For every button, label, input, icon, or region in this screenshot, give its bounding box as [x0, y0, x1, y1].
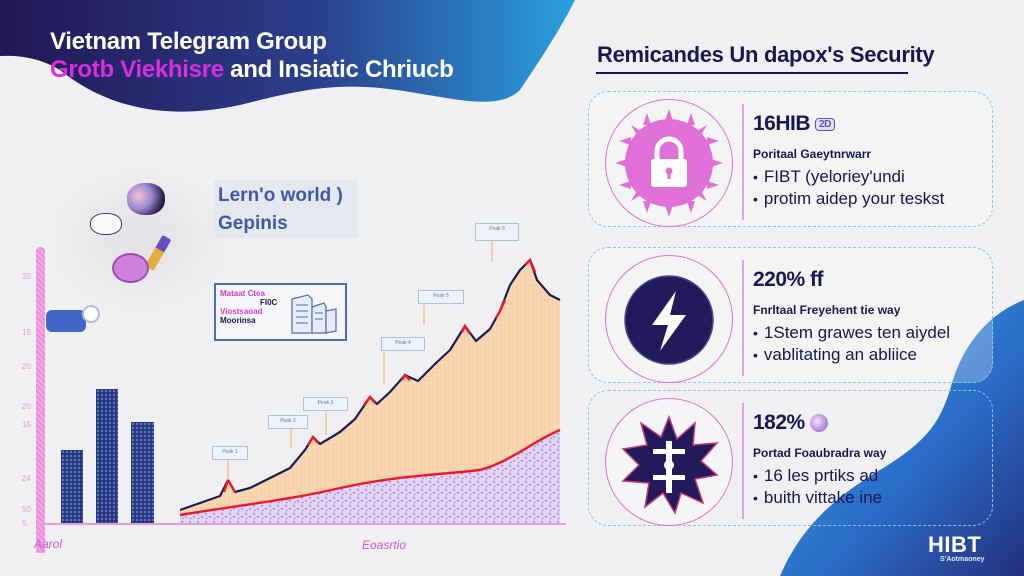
speech-bubble-icon [90, 213, 122, 235]
bar-2 [96, 389, 118, 523]
card-bullet: vablitating an abliice [753, 344, 950, 366]
y-tick: 5 [22, 519, 27, 528]
y-tick: 24 [22, 474, 31, 483]
card-subtitle: Poritaal Gaeytnrwarr [753, 147, 872, 161]
card-divider [742, 104, 744, 220]
stat-badge-icon: 2D [815, 117, 835, 131]
card-bullet: buith vittake ine [753, 487, 882, 509]
card-stat: 182% [753, 411, 828, 435]
y-tick: 20 [22, 402, 31, 411]
building-box-line-2: FI0C [260, 298, 278, 307]
magnifier-icon [82, 305, 100, 323]
globe-badge-icon [809, 414, 828, 432]
y-tick: 20 [22, 362, 31, 371]
bar-1 [61, 450, 83, 523]
coin-icon [112, 253, 149, 283]
card-bullet: 1Stem grawes ten aiydel [753, 322, 950, 344]
bar-3 [131, 422, 154, 523]
bar-axis-label: Aarol [34, 537, 63, 551]
card-subtitle: Portad Foaubradra way [753, 446, 887, 460]
card-bullet: FIBT (yeloriey'undi [753, 166, 944, 188]
building-box-line-3: Viostsaoad [220, 307, 263, 316]
chart-annotation: Peak 1 [212, 446, 248, 460]
lightning-icon [624, 275, 714, 365]
area-axis-label: Eoasrtio [362, 538, 407, 552]
building-box-line-1: Mataat Ctea [220, 289, 265, 298]
header-wave-background [0, 0, 575, 112]
chart-annotation: Peak 2 [268, 415, 308, 429]
card-stat-value: 16HIB [753, 112, 811, 135]
header-title: Vietnam Telegram Group [50, 28, 327, 55]
card-stat-value: 220% ff [753, 268, 824, 291]
building-icon [291, 294, 337, 334]
y-tick: 50 [22, 505, 31, 514]
chart-annotation: Peak 4 [381, 337, 425, 351]
card-subtitle: Fnrltaal Freyehent tie way [753, 303, 901, 317]
card-bullets: 16 les prtiks ad buith vittake ine [753, 465, 882, 509]
card-stat: 220% ff [753, 268, 824, 292]
card-stat: 16HIB 2D [753, 112, 835, 136]
header-subtitle-highlight: Grotb Viekhisre [50, 56, 224, 83]
callout-line-2: Gepinis [218, 213, 288, 234]
card-divider [742, 403, 744, 519]
x-axis-line [36, 523, 566, 525]
hibt-logo-tagline: S'Aotmaoney [940, 556, 985, 563]
lock-icon [615, 109, 723, 217]
y-tick: 20 [22, 272, 31, 281]
card-bullets: FIBT (yeloriey'undi protim aidep your te… [753, 166, 944, 210]
icon-ring [605, 99, 733, 227]
card-stat-value: 182% [753, 411, 805, 434]
y-tick: 15 [22, 420, 31, 429]
header-subtitle-rest: and Insiatic Chriucb [223, 56, 454, 83]
building-box-line-4: Moorinsa [220, 316, 256, 325]
chart-annotation: Peak 3 [303, 397, 348, 411]
chart-annotation: Peak 5 [418, 290, 464, 304]
callout-line-1: Lern'o world ) [218, 185, 343, 206]
chart-annotation: Peak 6 [475, 223, 519, 241]
y-axis-bar [36, 247, 45, 553]
card-bullets: 1Stem grawes ten aiydel vablitating an a… [753, 322, 950, 366]
section-title: Remicandes Un dapox's Security [597, 42, 935, 67]
y-tick: 15 [22, 328, 31, 337]
card-bullet: protim aidep your teskst [753, 188, 944, 210]
building-info-box: Mataat Ctea FI0C Viostsaoad Moorinsa [214, 283, 347, 341]
security-card-1: 16HIB 2D Poritaal Gaeytnrwarr FIBT (yelo… [588, 91, 993, 227]
icon-ring [605, 255, 733, 383]
hibt-logo: HIBT [928, 532, 982, 557]
hand-magnifier-icon [46, 310, 86, 332]
card-bullet: 16 les prtiks ad [753, 465, 882, 487]
security-card-3: 182% Portad Foaubradra way 16 les prtiks… [588, 390, 993, 526]
cross-starburst-icon [621, 414, 719, 515]
globe-map-icon [127, 183, 165, 215]
section-title-underline [596, 72, 908, 74]
header-subtitle: Grotb Viekhisre and Insiatic Chriucb [50, 56, 454, 84]
callout-box: Lern'o world ) Gepinis [214, 180, 358, 238]
card-divider [742, 260, 744, 376]
security-card-2: 220% ff Fnrltaal Freyehent tie way 1Stem… [588, 247, 993, 383]
area-chart [180, 238, 561, 523]
